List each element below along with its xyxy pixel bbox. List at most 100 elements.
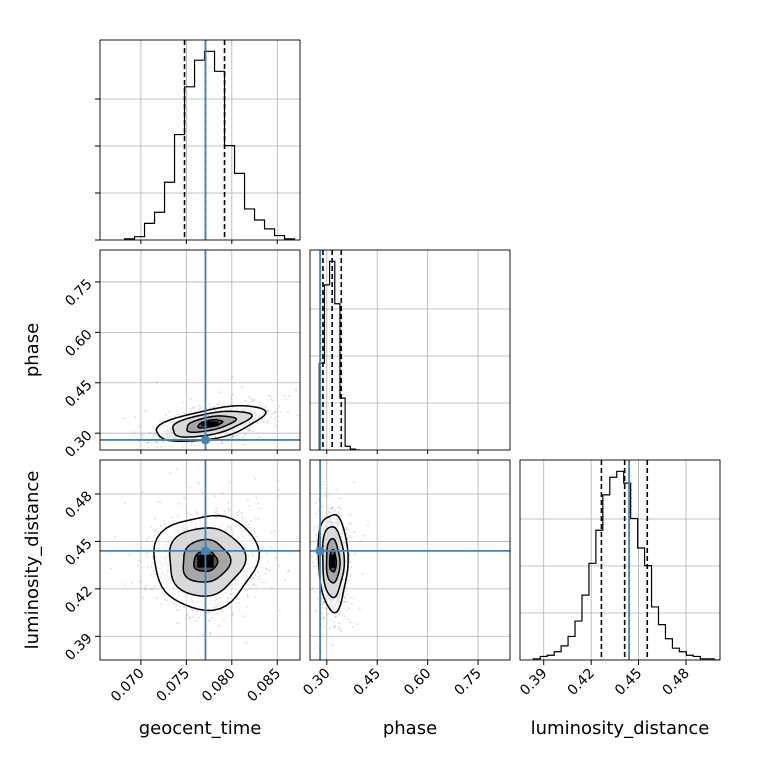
scatter-point (215, 507, 218, 510)
scatter-point (147, 446, 150, 449)
scatter-point (214, 495, 217, 498)
scatter-point (177, 502, 180, 505)
scatter-point (257, 401, 260, 404)
scatter-point (321, 606, 324, 609)
scatter-point (215, 510, 218, 513)
scatter-point (329, 618, 332, 621)
scatter-point (147, 441, 150, 444)
scatter-point (349, 513, 352, 516)
scatter-point (213, 406, 216, 409)
scatter-point (195, 620, 198, 623)
scatter-point (287, 570, 290, 573)
scatter-point (149, 574, 152, 577)
scatter-point (263, 418, 266, 421)
scatter-point (249, 520, 252, 523)
scatter-point (206, 611, 209, 614)
scatter-point (77, 613, 79, 615)
scatter-point (325, 613, 328, 616)
scatter-point (253, 517, 256, 520)
scatter-point (142, 596, 145, 599)
x-tick-label: 0.080 (199, 666, 239, 706)
scatter-point (146, 551, 149, 554)
scatter-point (306, 433, 308, 435)
scatter-point (181, 445, 184, 448)
scatter-point (151, 561, 154, 564)
scatter-point (102, 464, 104, 466)
scatter-point (196, 610, 199, 613)
scatter-point (153, 570, 156, 573)
scatter-point (254, 530, 257, 533)
scatter-point (233, 435, 236, 438)
scatter-point (332, 620, 335, 623)
scatter-point (340, 515, 343, 518)
scatter-point (236, 511, 239, 514)
scatter-point (273, 410, 276, 413)
x-tick-label: 0.075 (154, 666, 194, 706)
scatter-point (331, 506, 334, 509)
scatter-point (268, 569, 271, 572)
scatter-point (359, 540, 362, 543)
scatter-point (258, 507, 261, 510)
panel-content (100, 250, 300, 466)
scatter-point (136, 543, 139, 546)
scatter-point (321, 483, 324, 486)
scatter-point (340, 627, 343, 630)
scatter-point (332, 431, 334, 433)
scatter-point (236, 514, 239, 517)
panel-content (301, 431, 510, 660)
scatter-point (350, 522, 353, 525)
scatter-point (154, 585, 157, 588)
panel-frame (309, 249, 511, 451)
scatter-point (328, 508, 331, 511)
scatter-point (248, 429, 251, 432)
scatter-point (267, 419, 270, 422)
scatter-point (287, 395, 290, 398)
y-tick-label: 0.60 (62, 327, 95, 360)
scatter-point (338, 497, 341, 500)
scatter-point (146, 555, 149, 558)
scatter-point (186, 613, 189, 616)
scatter-point (252, 399, 255, 402)
scatter-point (141, 706, 143, 708)
scatter-point (158, 420, 161, 423)
scatter-point (331, 510, 334, 513)
scatter-point (270, 545, 273, 548)
scatter-point (270, 531, 273, 534)
scatter-point (197, 458, 199, 460)
scatter-point (284, 579, 287, 582)
scatter-point (252, 475, 255, 478)
scatter-point (246, 595, 249, 598)
scatter-point (350, 536, 353, 539)
density-core (201, 421, 219, 427)
scatter-point (271, 412, 274, 415)
scatter-point (345, 532, 348, 535)
scatter-point (258, 578, 261, 581)
scatter-point (157, 435, 160, 438)
scatter-point (343, 615, 346, 618)
scatter-point (254, 574, 257, 577)
scatter-point (349, 596, 352, 599)
scatter-point (348, 522, 351, 525)
scatter-point (301, 544, 303, 546)
scatter-point (141, 437, 144, 440)
scatter-point (277, 488, 280, 491)
scatter-point (315, 558, 318, 561)
scatter-point (190, 444, 193, 447)
scatter-point (278, 405, 281, 408)
scatter-point (310, 585, 312, 587)
x-tick-label: 0.070 (108, 666, 148, 706)
scatter-point (252, 576, 255, 579)
scatter-point (161, 592, 164, 595)
scatter-point (221, 610, 224, 613)
scatter-point (331, 507, 334, 510)
scatter-point (352, 597, 355, 600)
scatter-point (347, 569, 350, 572)
x-tick-label: 0.45 (612, 666, 645, 699)
scatter-point (231, 375, 234, 378)
scatter-point (228, 606, 231, 609)
scatter-point (269, 422, 272, 425)
panel-content (310, 250, 510, 450)
scatter-point (337, 513, 340, 516)
scatter-point (209, 620, 212, 623)
